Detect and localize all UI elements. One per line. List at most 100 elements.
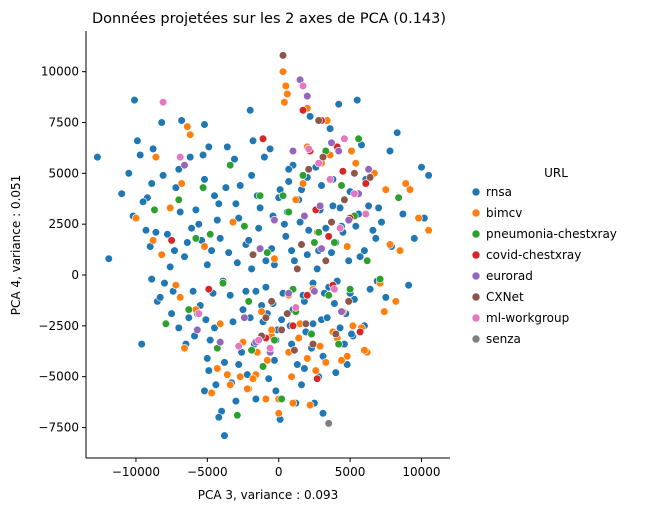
data-point — [174, 195, 183, 204]
data-point — [336, 224, 345, 233]
data-point — [203, 260, 212, 269]
y-tick-label: −2500 — [38, 319, 79, 333]
data-point — [166, 203, 175, 212]
data-point — [149, 236, 158, 245]
data-point — [334, 340, 343, 349]
data-point — [236, 372, 245, 381]
data-point — [334, 100, 343, 109]
data-point — [234, 360, 243, 369]
data-point — [290, 346, 299, 355]
data-point — [247, 264, 256, 274]
data-point — [361, 179, 370, 188]
data-point — [157, 250, 166, 259]
data-point — [93, 153, 102, 162]
data-point — [170, 246, 179, 255]
series-senza — [324, 419, 333, 428]
data-point — [327, 248, 336, 257]
data-point — [324, 419, 333, 428]
data-point — [366, 173, 375, 182]
data-point — [313, 264, 322, 274]
data-point — [260, 153, 269, 162]
data-point — [258, 134, 268, 143]
data-point — [300, 364, 309, 373]
data-point — [256, 191, 265, 200]
data-point — [184, 313, 193, 322]
legend-item-rnsa: rnsa — [471, 185, 512, 199]
data-point — [234, 214, 243, 223]
data-point — [364, 201, 373, 210]
data-point — [204, 366, 213, 375]
data-point — [297, 380, 306, 389]
data-point — [133, 136, 142, 145]
data-point — [186, 153, 195, 162]
data-point — [291, 303, 300, 312]
data-point — [301, 319, 310, 328]
data-point — [204, 142, 213, 151]
data-point — [226, 380, 235, 389]
y-tick-label: 5000 — [48, 166, 79, 180]
data-point — [231, 397, 240, 406]
data-point — [351, 222, 360, 231]
data-point — [200, 120, 209, 129]
data-point — [304, 144, 313, 153]
data-point — [180, 161, 189, 170]
data-point — [307, 329, 316, 339]
data-point — [244, 236, 253, 245]
data-point — [303, 91, 312, 101]
series-rnsa — [93, 95, 433, 440]
data-point — [288, 321, 298, 330]
data-point — [238, 305, 248, 314]
legend-item-senza: senza — [471, 332, 521, 346]
data-point — [291, 195, 300, 204]
data-point — [147, 179, 156, 188]
data-point — [277, 315, 286, 324]
data-point — [304, 226, 313, 235]
data-point — [278, 191, 288, 200]
data-point — [176, 207, 185, 217]
data-point — [194, 309, 203, 318]
data-point — [216, 338, 225, 347]
data-point — [284, 207, 293, 217]
y-tick-label: 0 — [71, 268, 79, 282]
data-point — [337, 356, 346, 365]
data-point — [261, 256, 271, 265]
data-point — [236, 181, 245, 190]
data-point — [167, 309, 176, 318]
legend-label: bimcv — [486, 206, 522, 220]
data-point — [266, 344, 275, 353]
data-point — [410, 234, 419, 243]
data-point — [243, 384, 252, 394]
y-tick-label: 2500 — [48, 217, 79, 231]
data-point — [330, 285, 339, 294]
data-point — [287, 372, 296, 381]
data-point — [303, 250, 312, 259]
data-point — [124, 169, 133, 178]
data-point — [141, 226, 151, 235]
data-point — [139, 197, 148, 206]
data-point — [267, 325, 276, 335]
data-point — [191, 205, 200, 214]
data-point — [321, 256, 330, 265]
legend-marker — [471, 250, 481, 260]
y-axis-ticks: −7500 −5000 −2500 0 2500 5000 7500 10000 — [38, 65, 86, 435]
x-axis-title: PCA 3, variance : 0.093 — [198, 488, 339, 502]
data-point — [356, 252, 365, 261]
data-point — [241, 287, 250, 296]
data-point — [326, 175, 335, 184]
data-point — [151, 228, 160, 237]
data-point — [270, 356, 279, 365]
data-point — [363, 256, 372, 265]
data-point — [385, 240, 395, 249]
data-point — [156, 293, 165, 302]
data-point — [191, 234, 200, 243]
data-point — [337, 181, 346, 190]
data-point — [360, 346, 369, 355]
data-point — [331, 329, 340, 339]
data-point — [278, 67, 288, 76]
legend-title: URL — [544, 166, 568, 180]
legend-label: eurorad — [486, 269, 533, 283]
data-point — [324, 291, 333, 300]
data-point — [231, 199, 240, 208]
data-point — [207, 388, 216, 398]
data-point — [347, 146, 356, 156]
